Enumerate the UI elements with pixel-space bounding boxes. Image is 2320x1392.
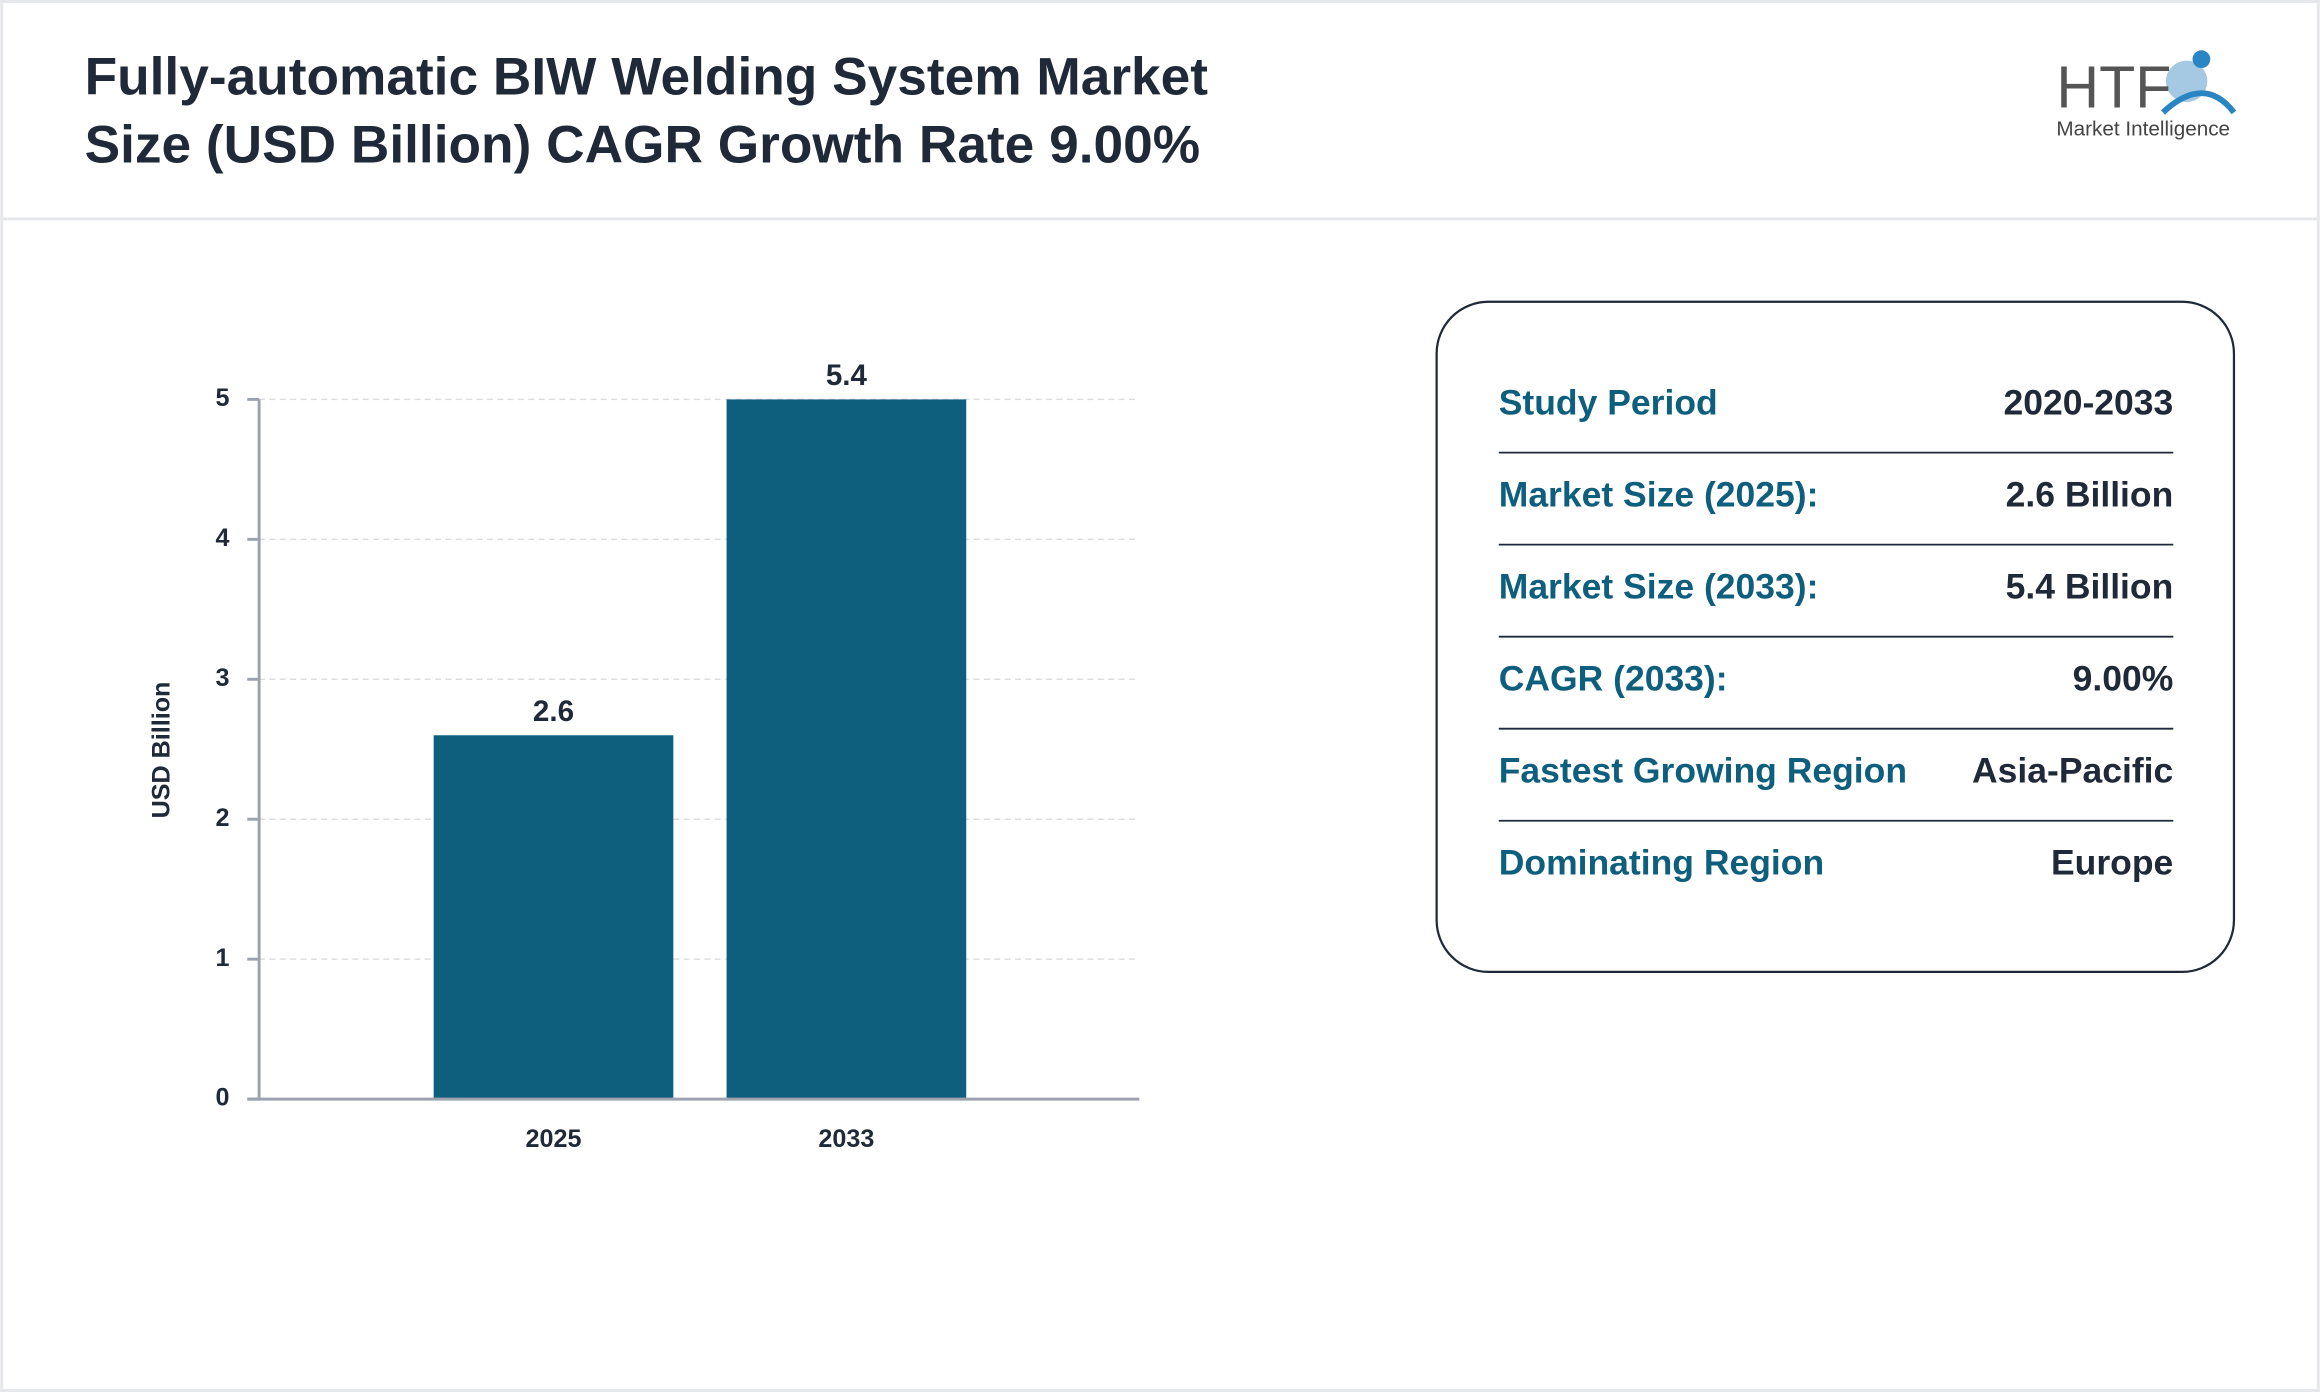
chart-title: Fully-automatic BIW Welding System Marke… (84, 45, 1209, 175)
y-tick-label: 3 (216, 664, 230, 692)
info-label: Dominating Region (1499, 843, 1824, 883)
x-tick-label: 2033 (818, 1125, 874, 1153)
y-tick-label: 2 (216, 804, 230, 832)
info-label: Market Size (2033): (1499, 567, 1819, 607)
info-label: Fastest Growing Region (1499, 751, 1907, 791)
y-axis-label: USD Billion (148, 682, 176, 819)
info-value: 5.4 Billion (2006, 567, 2174, 607)
data-label: 2.6 (533, 695, 574, 728)
info-label: CAGR (2033): (1499, 659, 1728, 699)
info-value: Asia-Pacific (1972, 751, 2173, 791)
logo: HTF Market Intelligence (2056, 50, 2237, 141)
info-value: 2.6 Billion (2006, 475, 2174, 515)
bar (726, 399, 967, 1100)
logo-icon (2160, 90, 2237, 115)
plot-area (433, 399, 967, 1100)
logo-tagline: Market Intelligence (2056, 118, 2230, 141)
info-value: 2020-2033 (2004, 383, 2174, 423)
title-box: Fully-automatic BIW Welding System Marke… (84, 45, 1209, 175)
x-tick-label: 2025 (526, 1125, 582, 1153)
y-tick-label: 5 (216, 384, 230, 412)
info-value: Europe (2051, 843, 2173, 883)
y-tick-label: 1 (216, 944, 230, 972)
y-tick-label: 0 (216, 1084, 230, 1112)
logo-icon (2192, 50, 2211, 69)
info-label: Study Period (1499, 383, 1718, 423)
bar (433, 735, 674, 1100)
info-value: 9.00% (2073, 659, 2174, 699)
y-tick-label: 4 (216, 524, 230, 552)
data-label: 5.4 (826, 359, 868, 392)
logo-brand: HTF (2056, 53, 2171, 120)
info-label: Market Size (2025): (1499, 475, 1819, 515)
